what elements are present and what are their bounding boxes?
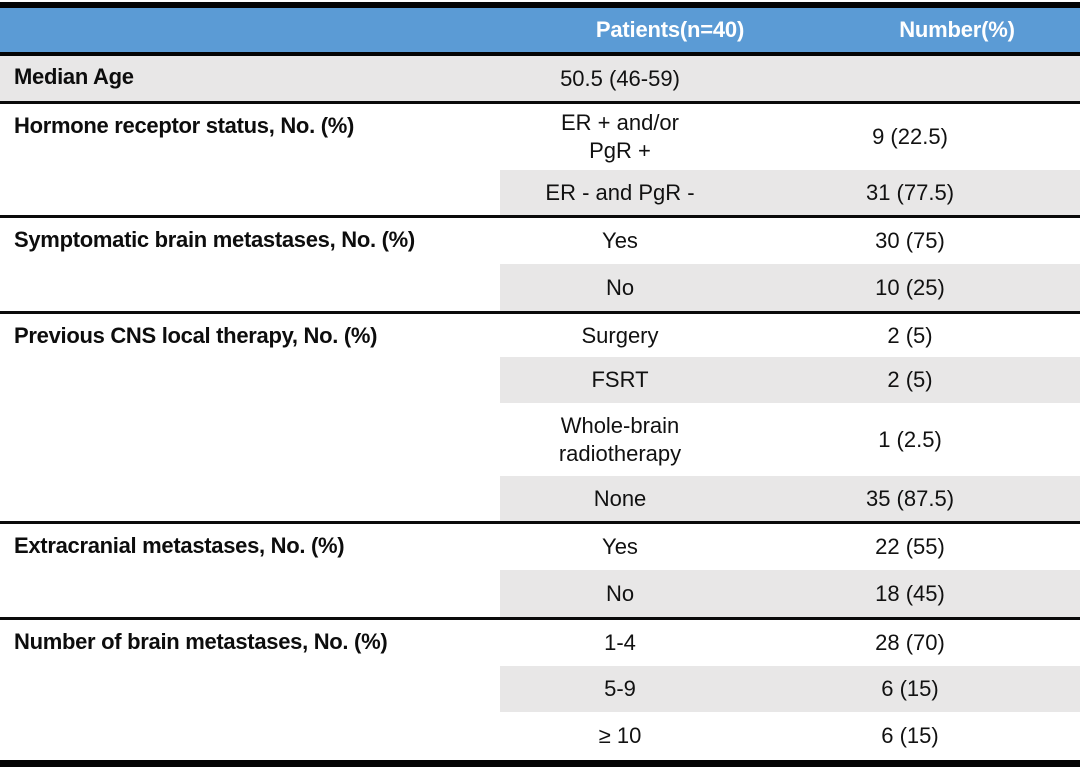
table-top-border [0, 2, 1080, 8]
table-row: None 35 (87.5) [500, 476, 1080, 521]
number-cell: 18 (45) [875, 580, 945, 606]
bottom-margin [0, 767, 1080, 781]
table-row: 1-4 28 (70) [500, 620, 1080, 666]
number-cell: 22 (55) [875, 534, 945, 559]
patients-cell: No [605, 580, 635, 606]
patients-cell: None [593, 485, 647, 511]
table-row: FSRT 2 (5) [500, 357, 1080, 403]
section-symptomatic-brain-metastases: Symptomatic brain metastases, No. (%) Ye… [0, 218, 1080, 311]
patients-cell: 50.5 (46-59) [560, 65, 680, 91]
section-label: Median Age [14, 64, 134, 89]
patients-cell: ≥ 10 [598, 723, 642, 748]
column-header-number-label: Number(%) [899, 17, 1015, 42]
number-cell: 35 (87.5) [865, 485, 955, 511]
number-cell: 6 (15) [881, 676, 939, 701]
table-row: ER + and/or PgR + 9 (22.5) [500, 104, 1080, 170]
section-label: Hormone receptor status, No. (%) [14, 113, 355, 138]
patients-cell: Whole-brain radiotherapy [558, 412, 682, 466]
table-row: No 18 (45) [500, 570, 1080, 617]
number-cell: 10 (25) [875, 274, 945, 300]
table-row: Yes 30 (75) [500, 218, 1080, 264]
patients-cell: 1-4 [604, 630, 636, 655]
table-bottom-border [0, 760, 1080, 767]
column-header-number: Number(%) [740, 17, 1080, 43]
section-previous-cns-local-therapy: Previous CNS local therapy, No. (%) Surg… [0, 314, 1080, 521]
number-cell: 9 (22.5) [872, 124, 948, 149]
patients-cell: Yes [602, 228, 638, 253]
table-row: ER - and PgR - 31 (77.5) [500, 170, 1080, 215]
patients-cell: FSRT [591, 367, 649, 392]
section-divider [0, 311, 1080, 314]
number-cell: 31 (77.5) [865, 179, 955, 205]
section-label: Previous CNS local therapy, No. (%) [14, 323, 378, 348]
header-divider [0, 52, 1080, 56]
section-divider [0, 101, 1080, 104]
column-header-patients: Patients(n=40) [500, 17, 744, 43]
section-divider [0, 215, 1080, 218]
number-cell: 6 (15) [881, 723, 939, 748]
table-header-row: Patients(n=40) Number(%) [0, 8, 1080, 52]
patients-cell: No [605, 274, 635, 300]
column-header-patients-label: Patients(n=40) [595, 17, 745, 42]
number-cell: 2 (5) [887, 322, 933, 348]
section-extracranial-metastases: Extracranial metastases, No. (%) Yes 22 … [0, 524, 1080, 617]
table-row: No 10 (25) [500, 264, 1080, 311]
table-row: Surgery 2 (5) [500, 314, 1080, 357]
patients-cell: ER + and/or PgR + [560, 110, 679, 163]
number-cell: 28 (70) [875, 630, 945, 655]
patients-cell: Yes [602, 534, 638, 559]
patients-cell: Surgery [581, 322, 659, 348]
section-hormone-receptor-status: Hormone receptor status, No. (%) ER + an… [0, 104, 1080, 215]
number-cell: 2 (5) [887, 367, 933, 392]
top-margin [0, 0, 1080, 2]
section-label: Extracranial metastases, No. (%) [14, 533, 345, 558]
section-median-age: Median Age 50.5 (46-59) [0, 56, 1080, 101]
section-label: Symptomatic brain metastases, No. (%) [14, 227, 415, 252]
table-row: Yes 22 (55) [500, 524, 1080, 570]
section-divider [0, 521, 1080, 524]
table-row: Whole-brain radiotherapy 1 (2.5) [500, 403, 1080, 476]
number-cell: 30 (75) [875, 228, 945, 253]
patients-cell: 5-9 [604, 676, 636, 701]
section-label: Number of brain metastases, No. (%) [14, 629, 388, 654]
table-row: 5-9 6 (15) [500, 666, 1080, 712]
number-cell: 1 (2.5) [878, 426, 942, 452]
section-divider [0, 617, 1080, 620]
table-row: 50.5 (46-59) [500, 56, 1080, 101]
table-row: ≥ 10 6 (15) [500, 712, 1080, 760]
patients-cell: ER - and PgR - [545, 179, 695, 205]
section-number-of-brain-metastases: Number of brain metastases, No. (%) 1-4 … [0, 620, 1080, 760]
